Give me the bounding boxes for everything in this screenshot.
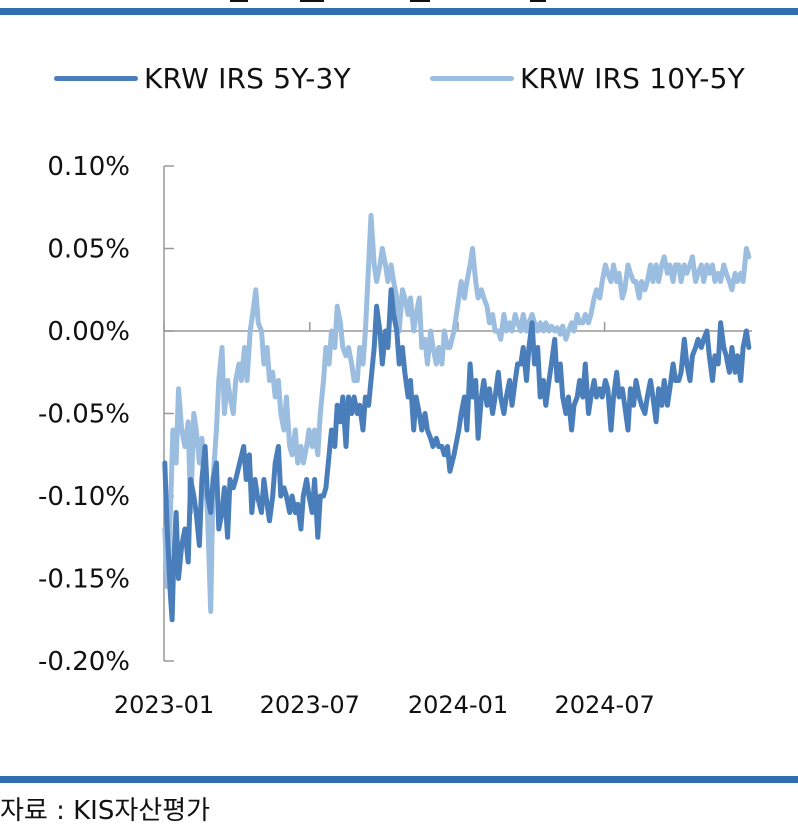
y-tick-label: 0.05%: [47, 235, 130, 265]
x-tick-label: 2024-07: [554, 691, 654, 719]
legend-label-series-1: KRW IRS 5Y-3Y: [144, 61, 351, 95]
x-tick-label: 2023-01: [114, 691, 214, 719]
legend-label-series-2: KRW IRS 10Y-5Y: [520, 61, 745, 95]
source-note: 자료 : KIS자산평가: [0, 796, 211, 826]
series-line-2: [162, 213, 752, 614]
y-tick-label: 0.00%: [47, 317, 130, 347]
cropped-title-glyphs: [230, 0, 546, 2]
top-title-fragment: [0, 0, 798, 8]
y-tick-label: -0.05%: [38, 400, 130, 430]
x-tick-label: 2023-07: [260, 691, 360, 719]
legend-item-series-1: KRW IRS 5Y-3Y: [54, 58, 351, 98]
y-tick-label: -0.15%: [38, 565, 130, 595]
series-line-1: [162, 287, 752, 623]
legend-swatch-series-2: [430, 75, 514, 81]
y-tick-label: -0.10%: [38, 482, 130, 512]
chart-legend: KRW IRS 5Y-3Y KRW IRS 10Y-5Y: [0, 58, 798, 98]
x-tick-label: 2024-01: [408, 691, 508, 719]
bottom-rule: [0, 776, 798, 783]
y-tick-label: -0.20%: [38, 647, 130, 677]
top-rule: [0, 8, 798, 15]
y-tick-label: 0.10%: [47, 152, 130, 182]
legend-item-series-2: KRW IRS 10Y-5Y: [430, 58, 745, 98]
line-chart: 0.10% 0.05% 0.00% -0.05% -0.10% -0.15% -0.20% 2…: [38, 152, 752, 719]
legend-swatch-series-1: [54, 75, 138, 81]
